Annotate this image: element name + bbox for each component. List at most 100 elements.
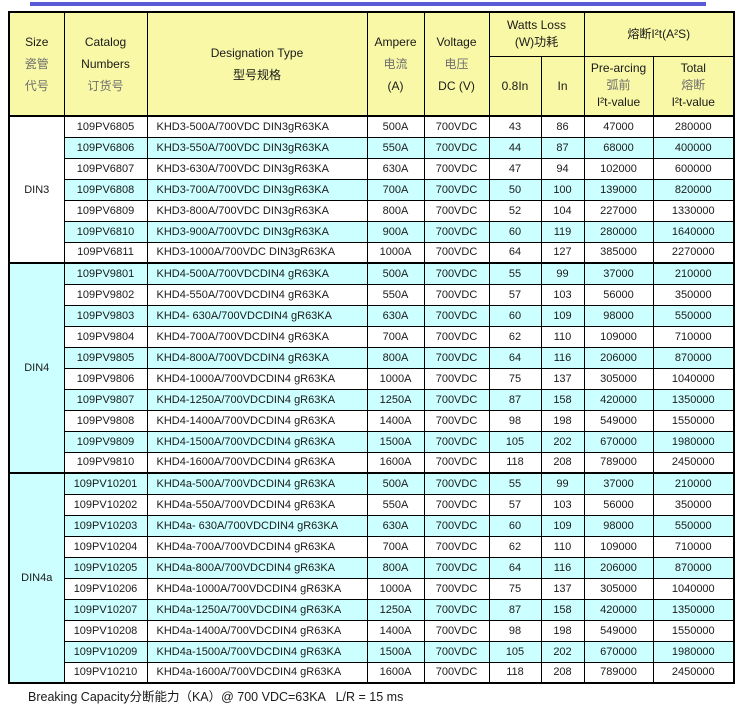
cell-catalog: 109PV6810 [63, 220, 148, 243]
cell-ampere: 1400A [366, 619, 425, 642]
cell-ampere: 500A [366, 115, 425, 138]
cell-watts-in: 202 [540, 430, 585, 453]
cell-prearcing-i2t: 56000 [583, 283, 654, 306]
cell-designation: KHD3-500A/700VDC DIN3gR63KA [146, 115, 368, 138]
table-row: 109PV10203 KHD4a- 630A/700VDCDIN4 gR63KA 6… [9, 514, 735, 537]
cell-watts-08in: 57 [488, 493, 542, 516]
cell-ampere: 1600A [366, 451, 425, 474]
cell-total-i2t: 1980000 [652, 430, 735, 453]
table-row: 109PV6809 KHD3-800A/700VDC DIN3gR63KA 800A… [9, 199, 735, 222]
cell-prearcing-i2t: 139000 [583, 178, 654, 201]
cell-catalog: 109PV9805 [63, 346, 148, 369]
cell-prearcing-i2t: 98000 [583, 514, 654, 537]
table-row: 109PV9807 KHD4-1250A/700VDCDIN4 gR63KA 125… [9, 388, 735, 411]
cell-watts-in: 100 [540, 178, 585, 201]
cell-designation: KHD4-1500A/700VDCDIN4 gR63KA [146, 430, 368, 453]
cell-watts-08in: 118 [488, 661, 542, 684]
cell-watts-08in: 75 [488, 577, 542, 600]
cell-ampere: 1000A [366, 241, 425, 264]
cell-catalog: 109PV6811 [63, 241, 148, 264]
cell-total-i2t: 1550000 [652, 619, 735, 642]
cell-designation: KHD4-1600A/700VDCDIN4 gR63KA [146, 451, 368, 474]
table-row: 109PV6810 KHD3-900A/700VDC DIN3gR63KA 900A… [9, 220, 735, 243]
cell-catalog: 109PV10204 [63, 535, 148, 558]
table-row: 109PV10202 KHD4a-550A/700VDCDIN4 gR63KA 55… [9, 493, 735, 516]
cell-watts-in: 109 [540, 514, 585, 537]
cell-ampere: 630A [366, 514, 425, 537]
cell-voltage: 700VDC [423, 493, 490, 516]
cell-ampere: 700A [366, 178, 425, 201]
cell-total-i2t: 710000 [652, 325, 735, 348]
cell-ampere: 1400A [366, 409, 425, 432]
table-row: DIN3 109PV6805 KHD3-500A/700VDC DIN3gR63KA… [8, 115, 735, 264]
cell-watts-in: 208 [540, 451, 585, 474]
cell-watts-in: 103 [540, 493, 585, 516]
fuse-spec-table: Size 瓷管 代号 Catalog Numbers 订货号 Designati… [8, 11, 736, 684]
cell-watts-in: 86 [540, 115, 585, 138]
cell-catalog: 109PV9802 [63, 283, 148, 306]
table-row: 109PV10207 KHD4a-1250A/700VDCDIN4 gR63KA 1… [9, 598, 735, 621]
cell-watts-in: 208 [540, 661, 585, 684]
cell-watts-08in: 55 [488, 472, 542, 495]
cell-watts-08in: 105 [488, 640, 542, 663]
cell-catalog: 109PV9804 [63, 325, 148, 348]
cell-total-i2t: 870000 [652, 556, 735, 579]
cell-designation: KHD4a-800A/700VDCDIN4 gR63KA [146, 556, 368, 579]
cell-prearcing-i2t: 37000 [583, 262, 654, 285]
cell-watts-in: 110 [540, 535, 585, 558]
cell-voltage: 700VDC [423, 304, 490, 327]
table-row: 109PV9809 KHD4-1500A/700VDCDIN4 gR63KA 150… [9, 430, 735, 453]
table-row: 109PV10209 KHD4a-1500A/700VDCDIN4 gR63KA 1… [9, 640, 735, 663]
cell-watts-in: 137 [540, 367, 585, 390]
col-header-08in: 0.8In [488, 55, 542, 117]
cell-watts-08in: 87 [488, 598, 542, 621]
cell-ampere: 1250A [366, 388, 425, 411]
cell-catalog: 109PV6808 [63, 178, 148, 201]
cell-total-i2t: 870000 [652, 346, 735, 369]
cell-watts-08in: 118 [488, 451, 542, 474]
col-header-i2t-title: 熔断I²t(A²S) [627, 27, 691, 42]
cell-voltage: 700VDC [423, 514, 490, 537]
col-header-catalog: Catalog Numbers 订货号 [63, 11, 148, 117]
table-row: 109PV9808 KHD4-1400A/700VDCDIN4 gR63KA 140… [9, 409, 735, 432]
cell-total-i2t: 350000 [652, 283, 735, 306]
cell-designation: KHD4a- 630A/700VDCDIN4 gR63KA [146, 514, 368, 537]
cell-ampere: 550A [366, 283, 425, 306]
cell-voltage: 700VDC [423, 388, 490, 411]
cell-designation: KHD3-800A/700VDC DIN3gR63KA [146, 199, 368, 222]
cell-prearcing-i2t: 109000 [583, 535, 654, 558]
cell-prearcing-i2t: 670000 [583, 430, 654, 453]
cell-watts-08in: 44 [488, 136, 542, 159]
table-row: 109PV9802 KHD4-550A/700VDCDIN4 gR63KA 550A… [9, 283, 735, 306]
col-header-size: Size 瓷管 代号 [8, 11, 65, 117]
cell-catalog: 109PV9809 [63, 430, 148, 453]
cell-prearcing-i2t: 789000 [583, 451, 654, 474]
cell-voltage: 700VDC [423, 577, 490, 600]
cell-prearcing-i2t: 37000 [583, 472, 654, 495]
cell-catalog: 109PV10208 [63, 619, 148, 642]
cell-designation: KHD3-900A/700VDC DIN3gR63KA [146, 220, 368, 243]
cell-voltage: 700VDC [423, 115, 490, 138]
cell-prearcing-i2t: 789000 [583, 661, 654, 684]
cell-ampere: 800A [366, 556, 425, 579]
cell-ampere: 1250A [366, 598, 425, 621]
cell-ampere: 500A [366, 472, 425, 495]
cell-ampere: 1600A [366, 661, 425, 684]
cell-voltage: 700VDC [423, 619, 490, 642]
table-row: 109PV6806 KHD3-550A/700VDC DIN3gR63KA 550A… [9, 136, 735, 159]
cell-voltage: 700VDC [423, 262, 490, 285]
cell-watts-in: 99 [540, 472, 585, 495]
top-divider-rule [30, 2, 706, 6]
cell-total-i2t: 2450000 [652, 661, 735, 684]
col-header-designation-en: Designation Type [210, 46, 304, 60]
col-header-in-label: In [557, 78, 568, 93]
col-header-prearcing-value: I²t-value [596, 95, 641, 110]
cell-designation: KHD4-1400A/700VDCDIN4 gR63KA [146, 409, 368, 432]
cell-voltage: 700VDC [423, 430, 490, 453]
cell-designation: KHD4-550A/700VDCDIN4 gR63KA [146, 283, 368, 306]
table-row: 109PV10204 KHD4a-700A/700VDCDIN4 gR63KA 70… [9, 535, 735, 558]
cell-watts-in: 202 [540, 640, 585, 663]
cell-watts-in: 94 [540, 157, 585, 180]
cell-catalog: 109PV10201 [63, 472, 148, 495]
table-row: 109PV9803 KHD4- 630A/700VDCDIN4 gR63KA 630… [9, 304, 735, 327]
